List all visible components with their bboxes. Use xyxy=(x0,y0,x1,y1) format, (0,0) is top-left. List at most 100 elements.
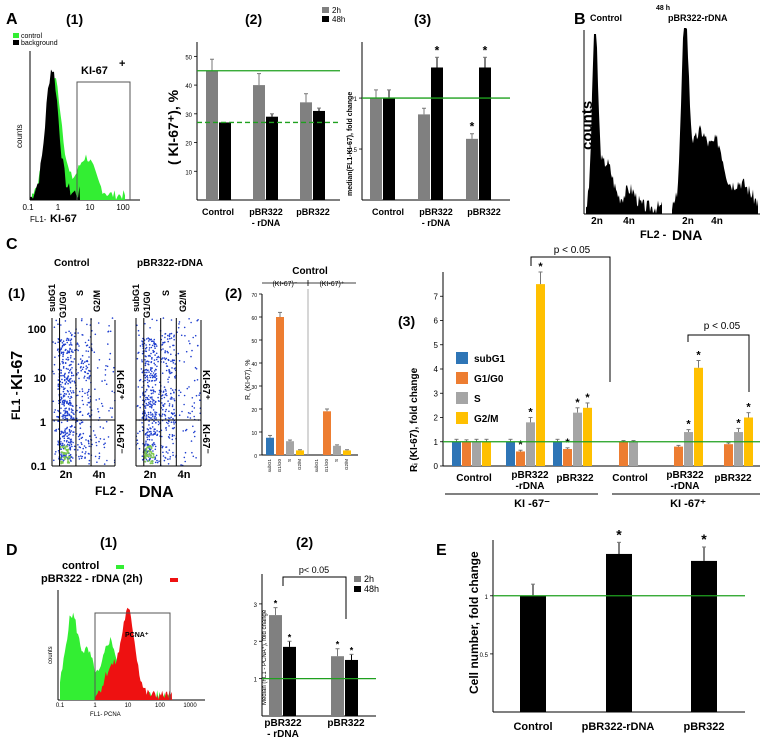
scatter-dot xyxy=(145,398,147,401)
bar-48h xyxy=(345,659,358,716)
scatter-dot xyxy=(165,426,167,429)
phase-label: G2/M xyxy=(178,290,188,312)
scatter-dot xyxy=(86,404,88,406)
scatter-dot xyxy=(151,439,153,441)
scatter-dot xyxy=(199,399,201,402)
panel-c3-bar-chart: (3) subG1 G1/G0 S G2/M Rᵢ (KI-67), fold … xyxy=(398,245,760,510)
scatter-dot xyxy=(149,374,151,377)
tick-label: 100 xyxy=(28,324,46,336)
bar-2h xyxy=(206,70,218,201)
scatter-dot xyxy=(68,437,70,440)
scatter-dot xyxy=(64,456,67,459)
sub-label-a3: (3) xyxy=(414,11,431,27)
scatter-dot xyxy=(67,338,70,340)
tick-label: 10 xyxy=(251,431,257,437)
scatter-dot xyxy=(147,460,150,462)
scatter-dot xyxy=(190,355,192,358)
scatter-dot xyxy=(168,403,171,405)
scatter-dot xyxy=(72,391,75,394)
significance-star: * xyxy=(616,526,622,542)
scatter-dot xyxy=(178,389,180,392)
scatter-dot xyxy=(86,359,88,362)
legend-label-48h: 48h xyxy=(364,584,379,594)
scatter-dot xyxy=(67,351,70,353)
bar-48h xyxy=(283,646,296,716)
scatter-dot xyxy=(167,351,169,354)
scatter-dot xyxy=(57,420,59,423)
tick-label: 100 xyxy=(116,203,130,212)
scatter-dot xyxy=(64,431,67,433)
scatter-dot xyxy=(153,340,155,343)
scatter-dot xyxy=(158,356,160,359)
scatter-dot xyxy=(174,415,176,417)
scatter-dot xyxy=(62,401,64,404)
scatter-dot xyxy=(63,343,65,346)
scatter-dot xyxy=(148,361,150,363)
scatter-dot xyxy=(146,375,148,378)
scatter-dot xyxy=(95,436,97,439)
scatter-dot xyxy=(137,432,139,435)
scatter-dot xyxy=(61,431,63,434)
scatter-dot xyxy=(71,380,73,382)
x-category-label: S xyxy=(287,459,292,462)
scatter-dot xyxy=(70,417,72,420)
tick-label: 2 xyxy=(254,640,258,646)
legend-label-control: control xyxy=(21,33,42,40)
bar-phase xyxy=(333,445,341,455)
scatter-dot xyxy=(152,403,154,405)
scatter-dot xyxy=(68,455,71,458)
bar-cell-number xyxy=(691,560,717,712)
scatter-dot xyxy=(69,404,71,406)
scatter-dot xyxy=(151,370,153,373)
scatter-dot xyxy=(146,438,149,441)
legend-swatch-g1g0 xyxy=(456,372,468,384)
tick-label: 1 xyxy=(485,595,489,601)
bar-phase xyxy=(276,317,284,455)
scatter-dot xyxy=(171,398,173,400)
scatter-dot xyxy=(145,447,148,450)
scatter-dot xyxy=(165,429,168,431)
scatter-dot xyxy=(60,384,62,386)
scatter-dot xyxy=(155,413,157,416)
legend-swatch-control xyxy=(13,33,19,38)
x-category-label: pBR322 xyxy=(556,473,594,484)
scatter-dot xyxy=(95,441,97,444)
scatter-dot xyxy=(150,367,152,369)
bar-s xyxy=(684,432,693,466)
tick-label: 0.1 xyxy=(22,203,34,212)
scatter-dot xyxy=(92,430,95,432)
scatter-dot xyxy=(154,384,157,386)
scatter-dot xyxy=(89,415,91,418)
scatter-dot xyxy=(71,404,73,407)
scatter-dot xyxy=(169,398,172,400)
scatter-dot xyxy=(151,462,154,465)
scatter-dot xyxy=(148,403,151,405)
scatter-dot xyxy=(79,406,81,409)
scatter-dot xyxy=(195,368,198,370)
scatter-dot xyxy=(87,401,90,404)
scatter-dot xyxy=(139,378,142,381)
bar-48h xyxy=(431,67,443,200)
scatter-dot xyxy=(60,339,63,341)
scatter-dot xyxy=(182,430,184,432)
scatter-dot xyxy=(69,364,71,366)
scatter-dot xyxy=(189,412,191,415)
tick-label: 20 xyxy=(185,142,192,148)
scatter-dot xyxy=(66,410,69,413)
scatter-dot xyxy=(164,388,167,391)
panel-a2-bar-chart: (2) 2h 48h ( KI-67⁺), % Control pBR322 -… xyxy=(165,6,345,228)
scatter-dot xyxy=(69,426,72,428)
significance-label: p < 0.05 xyxy=(704,321,741,332)
scatter-dot xyxy=(155,417,157,419)
scatter-dot xyxy=(108,358,111,361)
scatter-dot xyxy=(71,374,73,377)
scatter-dot xyxy=(74,349,76,352)
bar-phase xyxy=(343,450,351,455)
legend-label-s: S xyxy=(474,394,481,405)
scatter-dot xyxy=(80,319,83,322)
scatter-dot xyxy=(173,349,175,351)
scatter-dot xyxy=(169,346,171,348)
scatter-dot xyxy=(60,352,63,355)
scatter-dot xyxy=(153,430,155,433)
scatter-dot xyxy=(53,411,56,414)
